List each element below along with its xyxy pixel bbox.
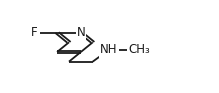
Text: F: F [31,26,37,39]
Text: N: N [76,26,85,39]
Text: NH: NH [100,43,118,56]
Text: CH₃: CH₃ [128,43,150,56]
Text: CH₃: CH₃ [128,43,150,56]
Text: NH: NH [100,43,118,56]
Text: F: F [31,26,37,39]
Text: N: N [76,26,85,39]
